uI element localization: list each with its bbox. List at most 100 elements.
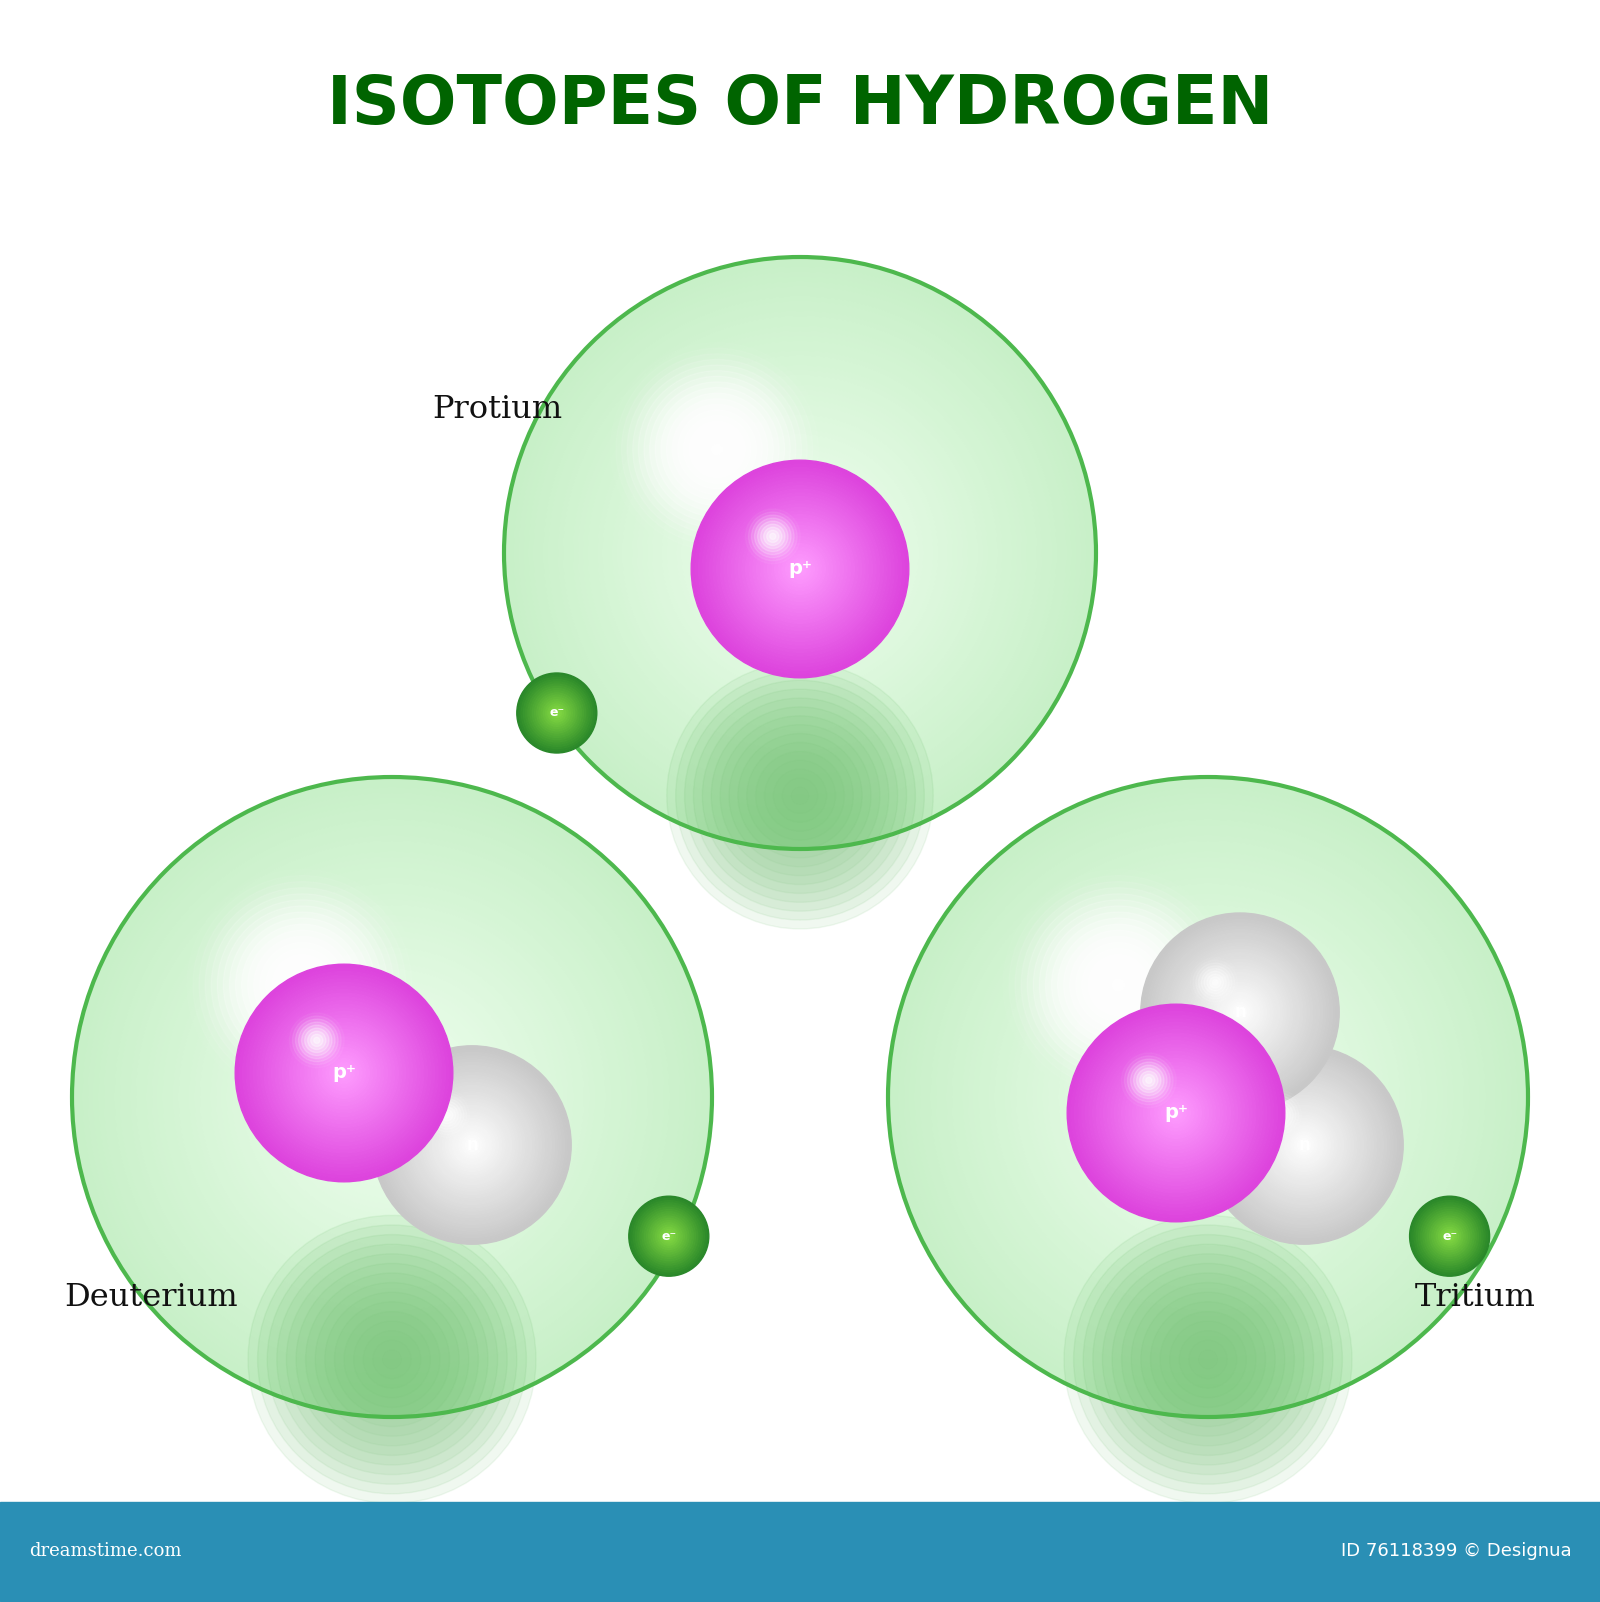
Circle shape: [232, 937, 552, 1258]
Circle shape: [341, 1070, 347, 1077]
Circle shape: [88, 793, 696, 1402]
Circle shape: [1139, 1077, 1213, 1149]
Circle shape: [755, 517, 790, 554]
Circle shape: [1141, 913, 1339, 1112]
Circle shape: [642, 396, 958, 711]
Circle shape: [344, 1049, 440, 1145]
Circle shape: [1114, 1051, 1238, 1174]
Circle shape: [1133, 1070, 1219, 1157]
Circle shape: [893, 782, 1523, 1411]
Circle shape: [774, 543, 826, 594]
Circle shape: [650, 381, 784, 517]
Circle shape: [627, 359, 806, 540]
Circle shape: [1136, 1073, 1216, 1153]
Circle shape: [438, 1112, 506, 1177]
Circle shape: [301, 1006, 483, 1187]
Circle shape: [1248, 1089, 1360, 1202]
Circle shape: [1099, 1036, 1253, 1189]
Circle shape: [720, 489, 880, 649]
Circle shape: [778, 548, 822, 591]
Circle shape: [1075, 964, 1341, 1230]
Circle shape: [218, 900, 387, 1070]
Circle shape: [184, 889, 600, 1306]
Circle shape: [1227, 1069, 1381, 1221]
Circle shape: [555, 711, 558, 714]
Circle shape: [782, 551, 818, 588]
Circle shape: [776, 529, 824, 578]
Circle shape: [315, 1045, 373, 1102]
Circle shape: [248, 1216, 536, 1503]
Circle shape: [1176, 1065, 1240, 1129]
Circle shape: [1426, 1211, 1474, 1261]
Circle shape: [299, 1022, 334, 1059]
Circle shape: [413, 1086, 531, 1205]
Circle shape: [445, 1112, 450, 1118]
Circle shape: [1048, 937, 1368, 1258]
Circle shape: [789, 557, 811, 580]
Circle shape: [1194, 960, 1237, 1004]
Circle shape: [136, 841, 648, 1354]
Circle shape: [99, 804, 685, 1391]
Circle shape: [379, 1053, 565, 1238]
Circle shape: [1051, 918, 1186, 1053]
Circle shape: [616, 348, 818, 551]
Circle shape: [1070, 1008, 1282, 1218]
Circle shape: [83, 788, 701, 1407]
Circle shape: [450, 1121, 494, 1168]
Circle shape: [1200, 972, 1280, 1053]
Circle shape: [797, 566, 803, 572]
Circle shape: [1285, 1125, 1323, 1165]
Circle shape: [1438, 1226, 1461, 1248]
Circle shape: [1266, 1101, 1293, 1129]
Circle shape: [771, 524, 830, 583]
Circle shape: [1221, 992, 1259, 1032]
Circle shape: [1110, 1048, 1242, 1179]
Circle shape: [1445, 1232, 1454, 1240]
Circle shape: [523, 277, 1077, 830]
Circle shape: [1021, 910, 1395, 1283]
Circle shape: [509, 263, 1091, 844]
Circle shape: [1443, 1229, 1456, 1243]
Text: dreamstime.com: dreamstime.com: [29, 1543, 181, 1560]
Circle shape: [168, 873, 616, 1322]
Circle shape: [258, 1226, 526, 1493]
Circle shape: [1160, 1049, 1256, 1145]
Circle shape: [618, 370, 982, 735]
Circle shape: [706, 460, 894, 647]
Circle shape: [427, 1096, 467, 1134]
Circle shape: [104, 809, 680, 1386]
Circle shape: [1154, 926, 1326, 1099]
Circle shape: [760, 524, 786, 548]
Circle shape: [504, 256, 1096, 849]
Circle shape: [1258, 1093, 1301, 1137]
Circle shape: [272, 1001, 416, 1145]
Circle shape: [1197, 969, 1283, 1056]
Circle shape: [1058, 924, 1179, 1046]
Circle shape: [691, 444, 909, 662]
Circle shape: [925, 814, 1491, 1379]
Circle shape: [131, 836, 653, 1358]
Circle shape: [1067, 1004, 1285, 1222]
Circle shape: [1107, 996, 1309, 1198]
Circle shape: [246, 976, 442, 1171]
Circle shape: [1174, 947, 1306, 1078]
Circle shape: [1163, 936, 1317, 1088]
Circle shape: [1014, 881, 1222, 1088]
Circle shape: [568, 320, 1032, 785]
Circle shape: [667, 663, 933, 929]
Circle shape: [638, 1205, 699, 1267]
Circle shape: [702, 698, 898, 894]
Circle shape: [1282, 1121, 1326, 1168]
Circle shape: [1242, 1083, 1366, 1208]
Circle shape: [690, 421, 746, 477]
Circle shape: [1414, 1200, 1485, 1272]
Circle shape: [296, 1264, 488, 1455]
Circle shape: [1040, 907, 1197, 1064]
Circle shape: [1205, 1046, 1403, 1245]
Circle shape: [1157, 929, 1323, 1094]
Circle shape: [662, 1229, 675, 1243]
Circle shape: [1106, 972, 1131, 996]
Circle shape: [1259, 1096, 1299, 1134]
Circle shape: [995, 884, 1421, 1310]
Circle shape: [701, 455, 899, 652]
